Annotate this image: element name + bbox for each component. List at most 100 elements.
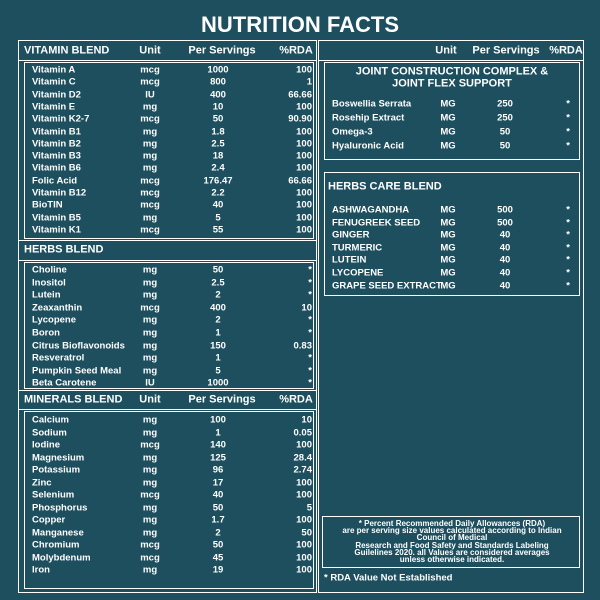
item-name: Pumpkin Seed Meal	[32, 365, 122, 377]
item-amount: 1000	[207, 377, 229, 389]
item-unit: mcg	[140, 489, 160, 501]
item-unit: mg	[142, 162, 158, 174]
column-header: Unit	[139, 44, 161, 57]
item-amount: 1	[215, 327, 221, 339]
item-amount: 40	[499, 267, 511, 279]
left-panel	[18, 40, 317, 593]
item-rda: *	[308, 264, 312, 276]
item-unit: MG	[440, 254, 456, 266]
item-name: LUTEIN	[332, 254, 367, 266]
item-unit: mcg	[140, 439, 160, 451]
item-unit: IU	[145, 88, 155, 100]
item-name: Iron	[32, 564, 50, 576]
footnote-line: Research and Food Safety and Standards L…	[355, 540, 549, 550]
column-header: Per Servings	[472, 44, 540, 57]
item-name: Lutein	[32, 289, 61, 301]
item-unit: mcg	[140, 224, 160, 236]
item-name: FENUGREEK SEED	[332, 216, 421, 228]
item-amount: 125	[210, 451, 226, 463]
item-name: Potassium	[32, 464, 81, 476]
item-unit: MG	[440, 112, 456, 124]
item-unit: mg	[142, 526, 158, 538]
item-name: Hyaluronic Acid	[332, 140, 404, 152]
item-amount: 40	[499, 254, 511, 266]
item-name: Zeaxanthin	[32, 302, 83, 314]
item-rda: 100	[296, 64, 312, 76]
item-amount: 10	[212, 101, 224, 113]
item-amount: 150	[210, 339, 226, 351]
item-rda: 90.90	[288, 113, 312, 125]
item-unit: MG	[440, 242, 456, 254]
right-panel	[318, 40, 584, 593]
footnote-line: * Percent Recommended Daily Allowances (…	[358, 519, 546, 528]
item-rda: *	[566, 98, 570, 110]
section-header: HERBS CARE BLEND	[328, 180, 442, 193]
item-rda: 100	[296, 476, 312, 488]
item-rda: *	[308, 365, 312, 377]
footnote-line: unless otherwise indicated.	[399, 555, 505, 564]
item-amount: 2	[215, 526, 221, 538]
item-name: ASHWAGANDHA	[332, 204, 410, 216]
item-amount: 40	[212, 199, 224, 211]
row-box	[24, 262, 314, 389]
item-unit: mg	[142, 564, 158, 576]
item-unit: mg	[142, 125, 158, 137]
item-unit: mg	[142, 426, 158, 438]
item-unit: mg	[142, 414, 158, 426]
item-rda: *	[308, 377, 312, 389]
item-name: BioTIN	[32, 199, 63, 211]
item-unit: mcg	[140, 187, 160, 199]
item-rda: 0.05	[293, 426, 313, 438]
item-amount: 400	[210, 88, 226, 100]
item-name: Boron	[32, 327, 60, 339]
divider	[18, 390, 317, 391]
item-name: Magnesium	[32, 451, 85, 463]
item-unit: MG	[440, 140, 456, 152]
item-unit: mg	[142, 276, 158, 288]
item-name: Chromium	[32, 539, 80, 551]
item-amount: 50	[212, 539, 224, 551]
item-rda: 100	[296, 138, 312, 150]
item-name: Vitamin B1	[32, 125, 81, 137]
item-rda: *	[308, 352, 312, 364]
item-name: Vitamin B2	[32, 138, 81, 150]
item-amount: 17	[212, 476, 224, 488]
item-name: Inositol	[32, 276, 66, 288]
item-unit: MG	[440, 279, 456, 291]
item-rda: *	[566, 254, 570, 266]
item-unit: MG	[440, 267, 456, 279]
item-rda: *	[566, 126, 570, 138]
item-unit: IU	[145, 377, 155, 389]
item-amount: 1000	[207, 64, 229, 76]
item-name: Iodine	[32, 439, 60, 451]
section-header: HERBS BLEND	[24, 243, 104, 256]
item-rda: *	[566, 267, 570, 279]
column-header: Unit	[139, 393, 161, 406]
item-amount: 5	[215, 211, 221, 223]
item-name: Vitamin B6	[32, 162, 81, 174]
item-rda: *	[308, 327, 312, 339]
item-unit: mg	[142, 476, 158, 488]
item-rda: 100	[296, 439, 312, 451]
item-rda: 100	[296, 162, 312, 174]
item-amount: 2.2	[211, 187, 225, 199]
item-unit: mg	[142, 464, 158, 476]
section-header: MINERALS BLEND	[24, 393, 123, 406]
item-rda: *	[308, 314, 312, 326]
item-unit: MG	[440, 98, 456, 110]
item-name: Resveratrol	[32, 352, 85, 364]
row-box	[324, 62, 580, 160]
item-name: Molybdenum	[32, 551, 91, 563]
item-unit: mg	[142, 289, 158, 301]
section-title: JOINT CONSTRUCTION COMPLEX &	[355, 65, 549, 78]
item-name: Vitamin B12	[32, 187, 87, 199]
item-name: Vitamin B5	[32, 211, 81, 223]
item-unit: mg	[142, 211, 158, 223]
item-unit: mg	[142, 352, 158, 364]
item-amount: 2.4	[211, 162, 225, 174]
item-rda: 100	[296, 150, 312, 162]
row-box	[24, 411, 314, 589]
item-rda: 0.83	[293, 339, 313, 351]
item-unit: mcg	[140, 539, 160, 551]
item-rda: *	[566, 242, 570, 254]
